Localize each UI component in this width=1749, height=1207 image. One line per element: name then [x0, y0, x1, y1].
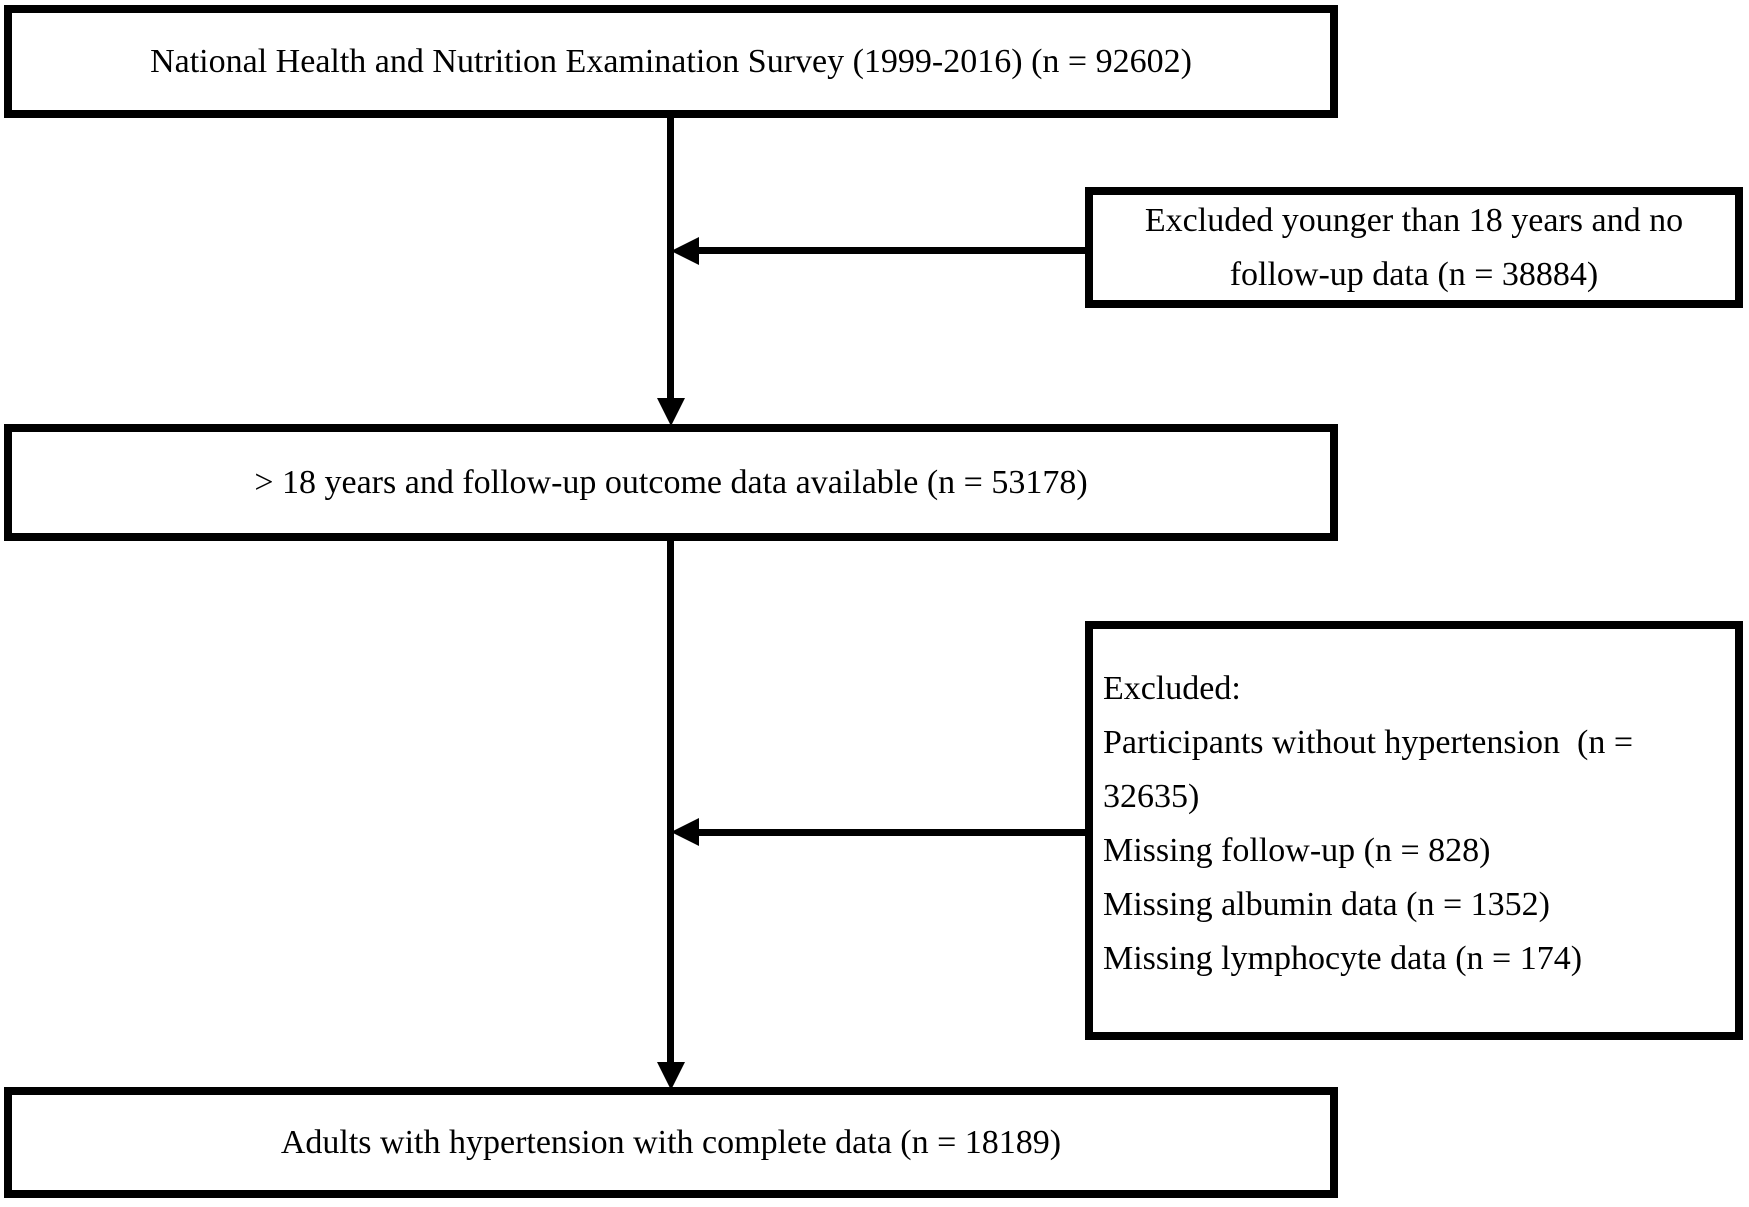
arrowhead-down-eligible	[657, 398, 685, 426]
node-final-label: Adults with hypertension with complete d…	[280, 1123, 1062, 1161]
node-excluded-age: Excluded younger than 18 years and no fo…	[1085, 187, 1743, 308]
connector-excluded-criteria	[696, 829, 1085, 836]
connector-eligible-to-final	[667, 541, 674, 1062]
node-excluded-criteria-line: 32635)	[1103, 778, 1200, 815]
node-eligible-label: > 18 years and follow-up outcome data av…	[254, 463, 1088, 501]
node-eligible: > 18 years and follow-up outcome data av…	[4, 424, 1338, 541]
node-excluded-criteria-line: Missing follow-up (n = 828)	[1103, 832, 1491, 869]
connector-excluded-age	[696, 247, 1085, 254]
node-final: Adults with hypertension with complete d…	[4, 1087, 1338, 1198]
node-excluded-criteria: Excluded: Participants without hypertens…	[1085, 621, 1743, 1040]
node-excluded-age-line: Excluded younger than 18 years and no	[1144, 201, 1684, 239]
node-source-label: National Health and Nutrition Examinatio…	[150, 42, 1192, 80]
arrowhead-left-excluded-criteria	[671, 818, 699, 846]
node-excluded-criteria-line: Missing albumin data (n = 1352)	[1103, 886, 1550, 923]
arrowhead-down-final	[657, 1062, 685, 1090]
node-excluded-criteria-line: Excluded:	[1103, 670, 1241, 707]
arrowhead-left-excluded-age	[671, 237, 699, 265]
node-source: National Health and Nutrition Examinatio…	[4, 5, 1338, 118]
node-excluded-age-line: follow-up data (n = 38884)	[1229, 255, 1599, 293]
connector-source-to-eligible	[667, 118, 674, 398]
node-excluded-criteria-line: Participants without hypertension (n =	[1103, 724, 1634, 761]
node-excluded-criteria-line: Missing lymphocyte data (n = 174)	[1103, 940, 1583, 977]
